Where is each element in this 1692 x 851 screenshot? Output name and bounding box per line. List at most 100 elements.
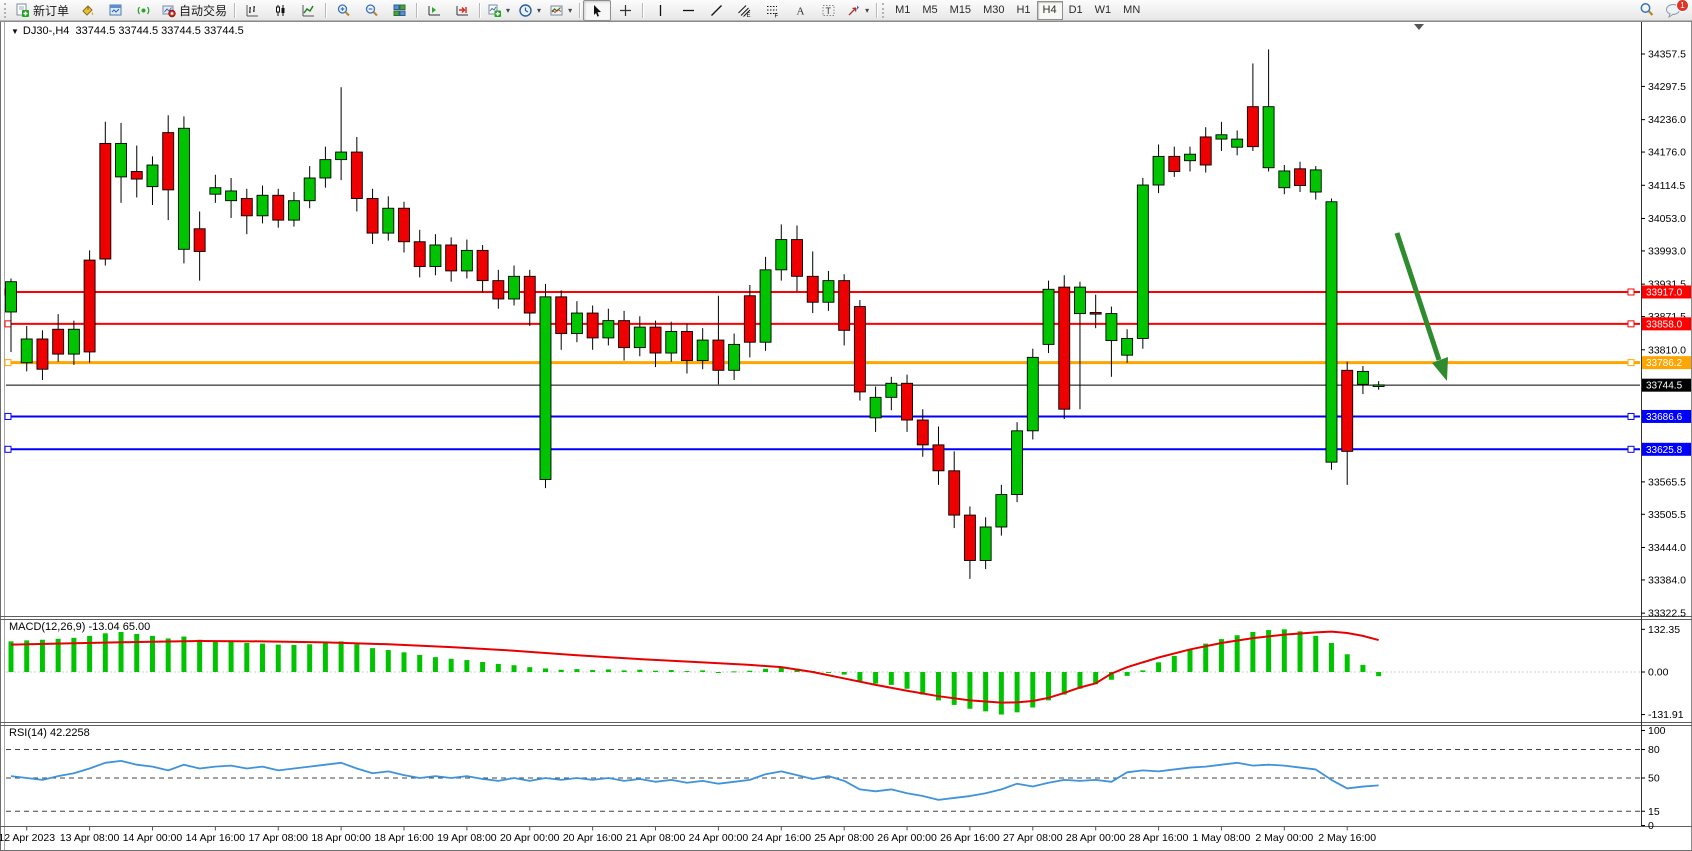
- cursor-button[interactable]: [583, 0, 612, 21]
- line-handle[interactable]: [4, 359, 12, 367]
- zoom-in-button[interactable]: [329, 0, 357, 21]
- macd-histogram-bar: [527, 667, 533, 672]
- macd-histogram-bar: [1297, 631, 1303, 672]
- crosshair-button[interactable]: [611, 0, 639, 21]
- line-handle[interactable]: [1627, 445, 1635, 453]
- candle-body: [146, 164, 159, 188]
- line-handle[interactable]: [4, 445, 12, 453]
- macd-histogram-bar: [401, 652, 407, 672]
- time-label: 14 Apr 00:00: [123, 832, 183, 844]
- price-tick-label: 33505.5: [1648, 509, 1686, 521]
- macd-histogram-bar: [825, 672, 831, 673]
- chat-button[interactable]: 1: [1665, 0, 1689, 18]
- toolbar-grip[interactable]: [882, 2, 887, 18]
- timeframe-button-W1[interactable]: W1: [1094, 4, 1112, 16]
- timeframe-button-M1[interactable]: M1: [895, 4, 911, 16]
- candle-body: [696, 339, 709, 362]
- macd-histogram-bar: [165, 638, 171, 672]
- timeframe-button-H4[interactable]: H4: [1036, 0, 1063, 20]
- timeframe-button-MN[interactable]: MN: [1123, 4, 1141, 16]
- signal-button[interactable]: [129, 0, 157, 21]
- zoom-out-button[interactable]: [357, 0, 385, 21]
- periods-dropdown-icon[interactable]: ▾: [537, 5, 542, 15]
- trendline-button[interactable]: [702, 0, 730, 21]
- timeframe-button-M30[interactable]: M30: [983, 4, 1005, 16]
- candle-body: [1215, 134, 1228, 140]
- macd-histogram-bar: [71, 637, 77, 672]
- candle-body: [193, 228, 206, 252]
- candle-body: [1042, 288, 1055, 345]
- candle-body: [822, 280, 835, 303]
- macd-histogram-bar: [621, 670, 627, 672]
- candle-body: [1105, 313, 1118, 342]
- indicators-button[interactable]: ▾: [483, 0, 514, 21]
- toolbar-separator: [325, 2, 327, 18]
- horizontal-line-button[interactable]: [674, 0, 702, 21]
- macd-histogram-bar: [1077, 672, 1083, 689]
- line-handle[interactable]: [1627, 359, 1635, 367]
- candle-body: [398, 207, 410, 243]
- candle-body: [1199, 136, 1212, 166]
- candlestick-chart-button[interactable]: [266, 0, 294, 21]
- candlestick-chart-icon: [275, 4, 285, 16]
- line-chart-button[interactable]: [294, 0, 322, 21]
- template-button[interactable]: ▾: [545, 0, 576, 21]
- timeframe-button-H1[interactable]: H1: [1016, 4, 1031, 16]
- equidistant-channel-button[interactable]: E: [730, 0, 758, 21]
- time-axis[interactable]: 12 Apr 2023 13 Apr 08:00 14 Apr 00:00 14 Ap…: [0, 826, 1376, 845]
- toolbar-grip[interactable]: [4, 2, 9, 18]
- macd-histogram-bar: [134, 633, 140, 672]
- autotrading-button[interactable]: 自动交易: [157, 0, 231, 21]
- current-price-tag-text: 33744.5: [1646, 381, 1683, 392]
- vertical-line-button[interactable]: [646, 0, 674, 21]
- fibonacci-button[interactable]: F: [758, 0, 786, 21]
- fibonacci-icon: F: [766, 5, 778, 18]
- line-handle[interactable]: [4, 412, 12, 420]
- indicators-dropdown-icon[interactable]: ▾: [506, 5, 511, 15]
- price-tag-33625.8: 33625.8: [1642, 442, 1691, 456]
- chart-shift-marker[interactable]: [1414, 24, 1424, 30]
- chart-shift-button[interactable]: [420, 0, 448, 21]
- profile-window-button[interactable]: [101, 0, 129, 21]
- periods-button[interactable]: ▾: [514, 0, 545, 21]
- svg-text:A: A: [796, 5, 804, 17]
- candle-body: [1184, 153, 1196, 162]
- macd-histogram-bar: [464, 660, 470, 672]
- collapse-indicator-icon[interactable]: ▼: [11, 27, 19, 36]
- chart-end-button[interactable]: [448, 0, 476, 21]
- line-handle[interactable]: [1627, 320, 1635, 328]
- candle-body: [36, 338, 49, 370]
- new-order-label: 新订单: [33, 3, 70, 18]
- text-button[interactable]: A: [786, 0, 814, 21]
- time-label: 27 Apr 08:00: [1003, 832, 1063, 844]
- paint-bucket-button[interactable]: [73, 0, 101, 21]
- candle-body: [288, 200, 300, 221]
- arrows-dropdown-icon[interactable]: ▾: [865, 5, 870, 15]
- time-label: 18 Apr 00:00: [311, 832, 371, 844]
- price-axis[interactable]: 34357.5 34297.5 34236.0 34176.0 34114.5 34053…: [1641, 49, 1686, 620]
- search-icon[interactable]: [1639, 2, 1655, 18]
- candle-body: [5, 281, 17, 313]
- timeframe-button-D1[interactable]: D1: [1068, 4, 1083, 16]
- tile-windows-button[interactable]: [385, 0, 413, 21]
- bar-chart-button[interactable]: [238, 0, 266, 21]
- macd-histogram-bar: [118, 632, 124, 672]
- price-tag-33917.0-text: 33917.0: [1646, 287, 1683, 298]
- text-label-button[interactable]: T: [814, 0, 842, 21]
- timeframe-button-M15[interactable]: M15: [949, 4, 972, 16]
- timeframe-button-M5[interactable]: M5: [922, 4, 938, 16]
- candle-body: [1356, 370, 1369, 385]
- line-handle[interactable]: [1627, 412, 1635, 420]
- line-handle[interactable]: [1627, 288, 1635, 296]
- candle-body: [1262, 106, 1275, 169]
- template-dropdown-icon[interactable]: ▾: [568, 5, 573, 15]
- chart-shift-icon: [428, 5, 440, 15]
- macd-axis-label: 0.00: [1648, 667, 1669, 679]
- arrows-button[interactable]: ▾: [842, 0, 873, 21]
- line-handle[interactable]: [4, 320, 12, 328]
- arrow-annotation[interactable]: [1394, 232, 1448, 381]
- new-order-button[interactable]: 新订单: [11, 0, 73, 21]
- macd-histogram-bar: [39, 639, 45, 672]
- price-tag-33686.6: 33686.6: [1642, 409, 1691, 423]
